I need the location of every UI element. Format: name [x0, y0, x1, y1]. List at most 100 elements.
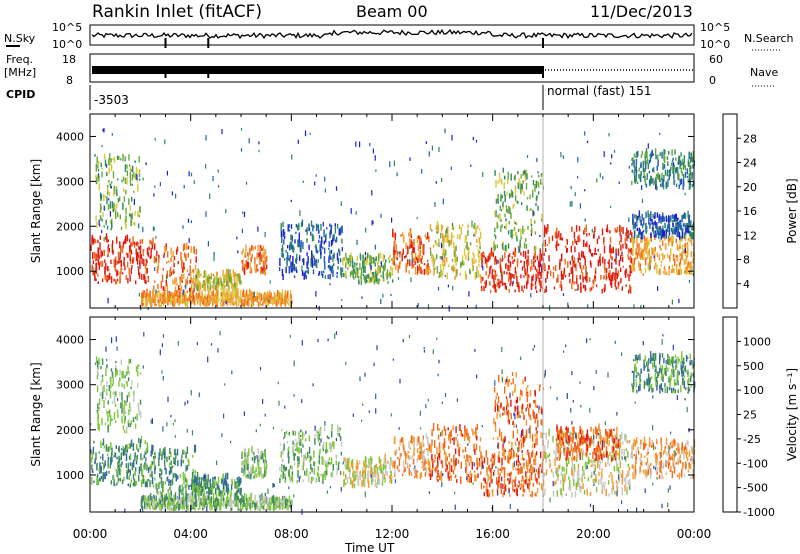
- echo-cell: [169, 486, 171, 491]
- echo-cell: [409, 440, 412, 443]
- echo-cell: [487, 491, 489, 495]
- echo-cell: [536, 268, 538, 273]
- noise-echo: [237, 250, 239, 254]
- echo-cell: [333, 441, 335, 450]
- echo-cell: [320, 252, 322, 259]
- noise-echo: [253, 291, 255, 298]
- echo-cell: [469, 470, 472, 476]
- echo-cell: [435, 469, 437, 473]
- echo-cell: [465, 255, 467, 260]
- echo-cell: [377, 266, 379, 270]
- echo-cell: [431, 253, 434, 261]
- echo-cell: [234, 479, 236, 482]
- echo-cell: [492, 454, 494, 459]
- echo-cell: [662, 229, 665, 237]
- echo-cell: [675, 226, 677, 233]
- echo-cell: [122, 425, 125, 431]
- echo-cell: [261, 247, 263, 251]
- echo-cell: [262, 453, 264, 457]
- echo-cell: [417, 265, 419, 274]
- echo-cell: [122, 272, 124, 275]
- echo-cell: [351, 462, 354, 467]
- echo-cell: [658, 174, 661, 178]
- echo-cell: [220, 292, 223, 297]
- echo-cell: [569, 278, 571, 284]
- echo-cell: [349, 467, 351, 472]
- echo-cell: [318, 229, 320, 234]
- echo-cell: [167, 488, 169, 494]
- echo-cell: [523, 488, 526, 493]
- echo-cell: [449, 469, 451, 476]
- echo-cell: [209, 298, 211, 304]
- echo-cell: [448, 453, 450, 458]
- noise-echo: [530, 293, 532, 298]
- echo-cell: [544, 244, 546, 247]
- echo-cell: [254, 257, 256, 264]
- noise-echo: [584, 218, 586, 222]
- echo-cell: [410, 234, 412, 238]
- echo-cell: [455, 474, 457, 478]
- echo-cell: [290, 261, 292, 269]
- echo-cell: [451, 438, 454, 441]
- echo-cell: [510, 471, 512, 475]
- echo-cell: [249, 270, 252, 274]
- noise-echo: [512, 280, 514, 284]
- echo-cell: [686, 254, 689, 258]
- echo-cell: [232, 296, 234, 300]
- echo-cell: [106, 277, 108, 281]
- echo-cell: [384, 263, 386, 271]
- echo-cell: [106, 171, 108, 177]
- echo-cell: [685, 250, 688, 254]
- echo-cell: [612, 271, 614, 277]
- echo-cell: [133, 176, 135, 179]
- echo-cell: [247, 461, 249, 464]
- echo-cell: [582, 265, 585, 270]
- echo-cell: [689, 165, 691, 172]
- echo-cell: [284, 258, 286, 261]
- echo-cell: [138, 214, 140, 218]
- echo-cell: [100, 203, 102, 212]
- echo-cell: [327, 264, 330, 269]
- echo-cell: [316, 249, 319, 254]
- echo-cell: [436, 242, 438, 247]
- echo-cell: [94, 275, 96, 281]
- echo-cell: [436, 266, 439, 274]
- echo-cell: [321, 456, 323, 459]
- echo-cell: [615, 257, 617, 265]
- echo-cell: [635, 151, 638, 156]
- echo-cell: [306, 468, 308, 476]
- echo-cell: [671, 160, 674, 163]
- echo-cell: [107, 190, 109, 195]
- echo-cell: [650, 175, 652, 183]
- echo-cell: [363, 479, 365, 485]
- echo-cell: [208, 274, 210, 277]
- echo-cell: [521, 174, 523, 177]
- echo-cell: [98, 262, 100, 270]
- colorbar-frame: [722, 113, 738, 309]
- echo-cell: [352, 267, 354, 273]
- echo-cell: [632, 213, 634, 220]
- echo-cell: [576, 275, 578, 279]
- echo-cell: [297, 239, 299, 248]
- echo-cell: [213, 276, 216, 279]
- echo-cell: [331, 424, 333, 431]
- echo-cell: [192, 280, 195, 283]
- echo-cell: [116, 278, 119, 282]
- echo-cell: [250, 304, 253, 307]
- echo-cell: [150, 473, 152, 477]
- noise-echo: [102, 128, 104, 132]
- echo-cell: [223, 301, 225, 305]
- echo-cell: [146, 298, 148, 303]
- echo-cell: [402, 441, 404, 448]
- echo-cell: [329, 442, 331, 449]
- echo-cell: [373, 279, 376, 285]
- echo-cell: [531, 229, 533, 234]
- echo-cell: [121, 418, 123, 424]
- echo-cell: [264, 249, 267, 255]
- echo-cell: [250, 468, 252, 474]
- echo-cell: [230, 273, 232, 280]
- echo-cell: [174, 472, 176, 478]
- echo-cell: [232, 283, 234, 288]
- echo-cell: [126, 381, 128, 387]
- echo-cell: [668, 267, 670, 276]
